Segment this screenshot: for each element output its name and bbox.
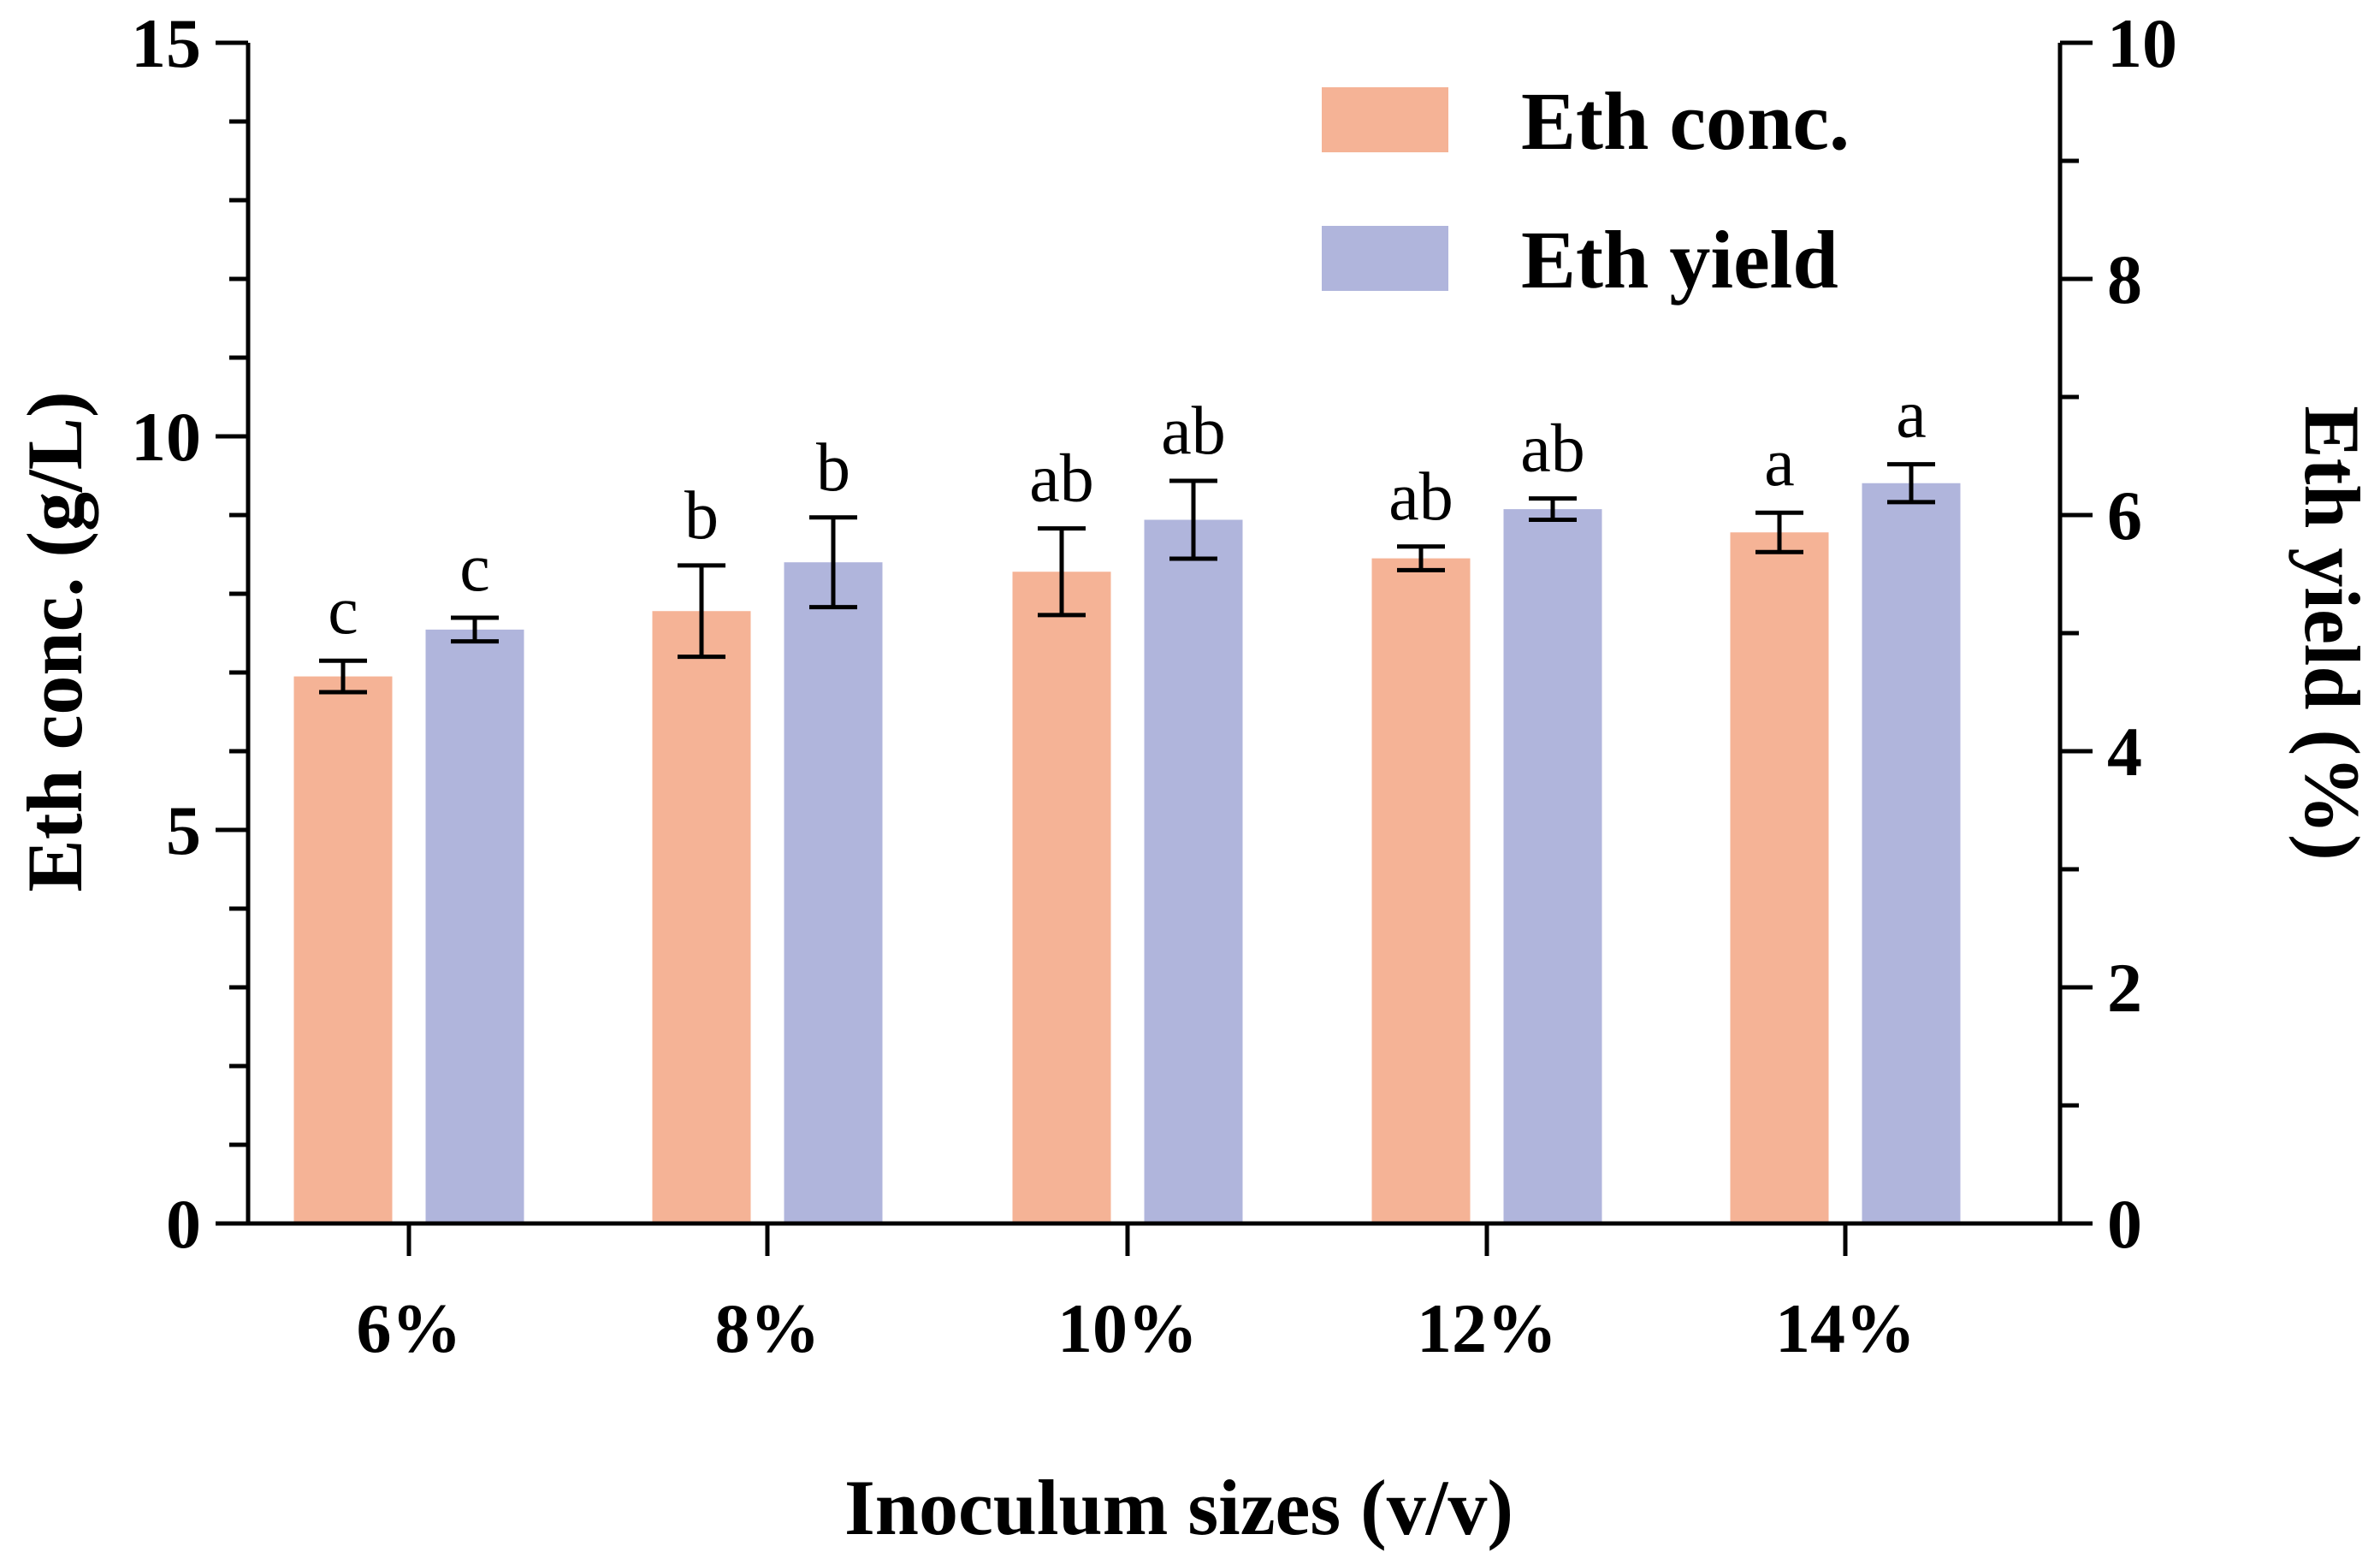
x-axis-title: Inoculum sizes (v/v) [844, 1464, 1513, 1551]
significance-label: a [1764, 425, 1795, 501]
right-tick-label: 10 [2107, 4, 2177, 82]
error-bars-layer [319, 462, 1935, 695]
legend-swatch [1322, 87, 1448, 152]
legend-swatch [1322, 226, 1448, 291]
error-bar [1755, 510, 1803, 554]
significance-label: ab [1029, 441, 1094, 517]
bar-eth-yield-0 [425, 629, 524, 1223]
right-tick-label: 4 [2107, 713, 2142, 791]
x-tick-label: 8% [715, 1289, 820, 1367]
right-tick-label: 0 [2107, 1185, 2142, 1263]
right-y-axis-title: Eth yield (%) [2288, 406, 2376, 861]
significance-label: c [328, 573, 358, 649]
bar-eth-conc-1 [652, 611, 751, 1223]
bar-eth-conc-4 [1730, 532, 1829, 1223]
significance-label: c [459, 530, 490, 606]
left-tick-label: 0 [166, 1185, 201, 1263]
bar-eth-conc-2 [1012, 572, 1111, 1223]
significance-label: ab [1388, 459, 1453, 535]
left-y-axis-title: Eth conc. (g/L) [11, 391, 98, 892]
error-bar [1529, 496, 1577, 523]
significance-label: b [684, 478, 719, 554]
legend-label: Eth yield [1521, 214, 1838, 305]
error-bar [451, 615, 499, 644]
error-bar [1887, 462, 1935, 505]
x-tick-label: 10% [1057, 1289, 1198, 1367]
right-tick-label: 6 [2107, 477, 2142, 554]
significance-label: b [816, 430, 850, 506]
significance-label: ab [1161, 394, 1226, 469]
error-bar [678, 563, 725, 660]
bars-layer [293, 483, 1961, 1223]
axes-layer: 0 5 10 15 0 2 4 6 8 10 6% 8% 10% 12% 14% [131, 4, 2177, 1367]
significance-label: ab [1520, 412, 1585, 487]
x-tick-label: 6% [357, 1289, 462, 1367]
bar-eth-yield-4 [1862, 483, 1961, 1223]
error-bar [319, 658, 367, 695]
bar-eth-conc-3 [1371, 558, 1471, 1223]
x-tick-label: 14% [1775, 1289, 1915, 1367]
bar-eth-yield-1 [784, 562, 883, 1223]
error-bar [1397, 544, 1445, 572]
bar-eth-yield-2 [1144, 519, 1243, 1223]
bar-eth-yield-3 [1503, 509, 1602, 1223]
legend-item: Eth conc. [1322, 75, 1850, 167]
legend-label: Eth conc. [1521, 75, 1850, 167]
error-bar [809, 515, 857, 610]
legend: Eth conc. Eth yield [1322, 75, 1850, 305]
error-bar [1169, 478, 1217, 561]
legend-item: Eth yield [1322, 214, 1838, 305]
left-tick-label: 10 [131, 398, 201, 476]
bar-eth-conc-0 [293, 676, 393, 1223]
right-tick-label: 8 [2107, 240, 2142, 318]
left-tick-label: 15 [131, 4, 201, 82]
error-bar [1038, 526, 1086, 618]
x-tick-label: 12% [1417, 1289, 1557, 1367]
right-tick-label: 2 [2107, 949, 2142, 1027]
left-tick-label: 5 [166, 791, 201, 869]
significance-labels-layer: cb ab ab acb ab ab a [328, 377, 1927, 649]
significance-label: a [1896, 377, 1927, 453]
